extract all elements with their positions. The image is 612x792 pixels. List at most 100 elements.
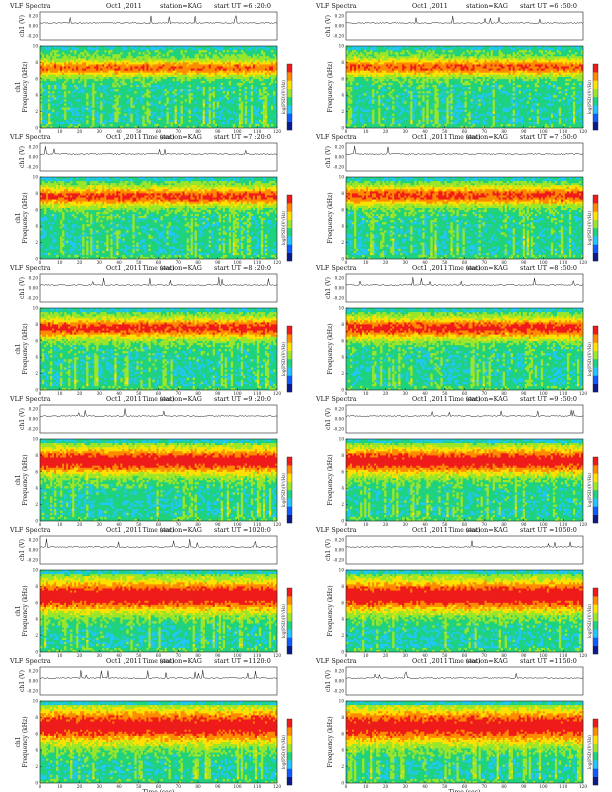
spectrogram-cell — [420, 72, 423, 75]
spectrogram-cell — [538, 56, 542, 59]
spectrogram-cell — [188, 66, 191, 69]
spectrogram-cell — [348, 78, 351, 82]
spectrogram-cell — [494, 84, 497, 88]
spectrogram-cell — [160, 87, 163, 90]
spectrogram-cell — [388, 99, 391, 102]
spectrogram-cell — [244, 121, 248, 125]
spectrogram-cell — [520, 60, 524, 63]
spectrogram-cell — [62, 52, 65, 55]
spectrogram-cell — [516, 111, 520, 114]
spectrogram-cell — [422, 123, 425, 127]
spectrogram-cell — [382, 117, 385, 121]
panel-plot: VLF Spectra Oct1 ,2011 station=KAG start UT… — [9, 133, 293, 272]
spectrogram-cell — [86, 121, 89, 125]
spectrogram-cell — [220, 109, 224, 112]
spectrogram-cell — [392, 60, 395, 63]
spectrogram-cell — [236, 82, 240, 86]
spectrogram-cell — [192, 70, 195, 73]
spectrogram-cell — [178, 72, 181, 75]
spectrogram-cell — [138, 78, 141, 82]
spectrogram-cell — [498, 64, 501, 67]
spectrogram-cell — [570, 70, 574, 73]
spectrogram-cell — [174, 115, 177, 119]
spectrogram-cell — [156, 117, 159, 121]
spectrogram-cell — [580, 91, 584, 94]
spectrogram-cell — [494, 66, 497, 69]
spectrogram-cell — [508, 46, 511, 49]
spectrogram-cell — [178, 74, 181, 78]
spectrogram-cell — [264, 95, 268, 98]
spectrogram-cell — [518, 62, 522, 65]
spectrogram-cell — [410, 117, 413, 121]
spectrogram-cell — [98, 121, 101, 125]
spectrogram-cell — [204, 111, 207, 114]
spectrogram-cell — [550, 62, 554, 65]
spectrogram-cell — [82, 76, 85, 80]
spectrogram-cell — [364, 123, 367, 127]
spectrogram-cell — [510, 117, 513, 121]
spectrogram-cell — [72, 66, 75, 69]
spectrogram-cell — [442, 91, 445, 94]
spectrogram-cell — [480, 97, 483, 100]
spectrogram-cell — [182, 113, 185, 116]
spectrogram-cell — [350, 62, 353, 65]
spectrogram-cell — [470, 62, 473, 65]
spectrogram-cell — [452, 54, 455, 57]
spectrogram-cell — [192, 109, 195, 112]
spectrogram-cell — [576, 78, 580, 82]
spectrogram-cell — [244, 113, 248, 116]
spectrogram-cell — [378, 66, 381, 69]
spectrogram-cell — [238, 72, 242, 75]
spectrogram-cell — [412, 95, 415, 98]
spectrogram-cell — [52, 213, 55, 217]
spectrogram-cell — [44, 185, 47, 188]
spectrogram-cell — [132, 105, 135, 108]
spectrogram-cell — [44, 93, 47, 96]
spectrogram-cell — [230, 74, 234, 78]
spectrogram-cell — [146, 56, 149, 59]
spectrogram-cell — [228, 111, 232, 114]
spectrogram-cell — [476, 115, 479, 119]
spectrogram-cell — [544, 76, 548, 80]
colorbar-segment — [593, 72, 598, 81]
spectrogram-cell — [114, 107, 117, 110]
spectrogram-cell — [50, 78, 53, 82]
spectrogram-cell — [450, 99, 453, 102]
spectrogram-cell — [398, 121, 401, 125]
spectrogram-cell — [366, 97, 369, 100]
spectrogram-cell — [44, 203, 47, 206]
spectrogram-cell — [358, 46, 361, 49]
spectrogram-cell — [172, 74, 175, 78]
spectrogram-cell — [450, 74, 453, 78]
spectrogram-cell — [244, 101, 248, 104]
spectrogram-cell — [238, 82, 242, 86]
spectrogram-cell — [396, 46, 399, 49]
spectrogram-cell — [564, 93, 568, 96]
spectrogram-cell — [372, 93, 375, 96]
spectrogram-cell — [402, 76, 405, 80]
spectrogram-cell — [140, 58, 143, 61]
spectrogram-cell — [396, 52, 399, 55]
spectrogram-cell — [366, 52, 369, 55]
spectrogram-cell — [524, 74, 528, 78]
spectrogram-cell — [430, 66, 433, 69]
spectrogram-cell — [390, 58, 393, 61]
spectrogram-cell — [158, 60, 161, 63]
spectrogram-cell — [92, 105, 95, 108]
spectrogram-cell — [512, 66, 516, 69]
spectrogram-cell — [64, 56, 67, 59]
spectrogram-cell — [448, 48, 451, 51]
spectrogram-cell — [142, 70, 145, 73]
spectrogram-cell — [474, 64, 477, 67]
spectrogram-cell — [562, 64, 566, 67]
spectrogram-cell — [210, 66, 214, 69]
spectrogram-cell — [102, 60, 105, 63]
spectrogram-cell — [538, 68, 542, 71]
spectrogram-cell — [514, 103, 518, 106]
spectrogram-cell — [50, 68, 53, 71]
spectrogram-cell — [210, 68, 214, 71]
spectrogram-cell — [476, 99, 479, 102]
spectrogram-cell — [174, 68, 177, 71]
spectrogram-cell — [140, 66, 143, 69]
spectrogram-cell — [206, 123, 210, 127]
